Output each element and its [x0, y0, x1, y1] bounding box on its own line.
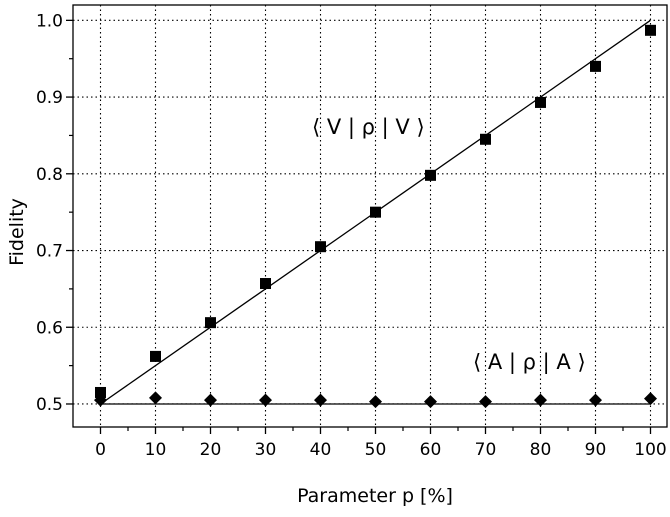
data-point-v-square — [260, 278, 271, 290]
data-point-v-square — [315, 241, 326, 253]
data-point-v-square — [480, 133, 491, 145]
data-point-v-square — [535, 96, 546, 108]
data-point-v-square — [425, 169, 436, 181]
tick-labels: 0 10 20 30 40 50 60 70 80 90 100 0.5 0.6 0.7 0.8 0.9 1.0 — [36, 11, 667, 460]
data-point-a-diamond — [369, 395, 382, 409]
x-tick-label: 60 — [420, 440, 442, 460]
x-tick-label: 50 — [365, 440, 387, 460]
x-tick-label: 80 — [530, 440, 552, 460]
data-points — [94, 24, 657, 409]
data-point-a-diamond — [589, 393, 602, 407]
data-point-v-square — [370, 206, 381, 218]
data-point-a-diamond — [644, 392, 657, 406]
x-tick-label: 20 — [200, 440, 222, 460]
data-point-a-diamond — [314, 393, 327, 407]
x-tick-label: 40 — [310, 440, 332, 460]
y-tick-label: 0.8 — [36, 165, 63, 185]
data-point-a-diamond — [424, 395, 437, 409]
x-tick-label: 10 — [145, 440, 167, 460]
x-tick-label: 0 — [95, 440, 106, 460]
x-tick-label: 70 — [475, 440, 497, 460]
data-point-v-square — [590, 60, 601, 72]
data-point-v-square — [205, 317, 216, 329]
x-tick-label: 90 — [585, 440, 607, 460]
data-point-a-diamond — [259, 393, 272, 407]
data-point-v-square — [150, 350, 161, 362]
y-tick-label: 0.5 — [36, 395, 63, 415]
x-axis-title: Parameter p [%] — [297, 485, 453, 507]
y-tick-label: 0.7 — [36, 242, 63, 262]
data-point-v-square — [645, 24, 656, 36]
y-tick-label: 0.6 — [36, 318, 63, 338]
axis-ticks — [66, 19, 652, 434]
data-point-v-square — [95, 386, 106, 398]
x-tick-label: 100 — [634, 440, 666, 460]
y-tick-label: 0.9 — [36, 88, 63, 108]
x-tick-label: 30 — [255, 440, 277, 460]
plot-frame — [72, 4, 668, 428]
data-point-a-diamond — [534, 393, 547, 407]
data-point-a-diamond — [204, 393, 217, 407]
y-axis-title: Fidelity — [6, 198, 28, 266]
data-point-a-diamond — [479, 395, 492, 409]
data-point-a-diamond — [94, 393, 107, 407]
annotation-a-rho-a: ⟨ A | ρ | A ⟩ — [473, 350, 586, 375]
data-point-a-diamond — [149, 391, 162, 405]
y-tick-label: 1.0 — [36, 11, 63, 31]
annotation-v-rho-v: ⟨ V | ρ | V ⟩ — [312, 115, 425, 140]
